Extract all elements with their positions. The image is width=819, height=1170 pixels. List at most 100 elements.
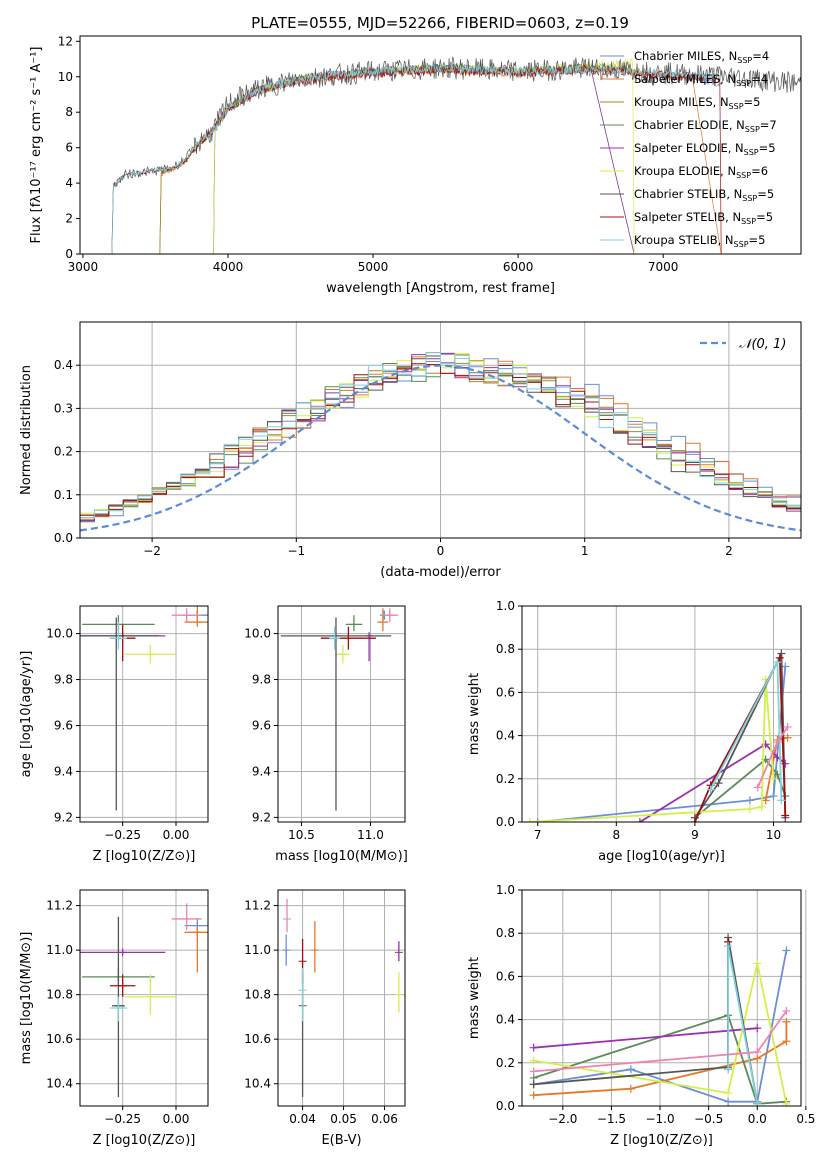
x-tick-label: 0.0 (748, 1112, 767, 1126)
data-point (706, 785, 715, 794)
plot-area (80, 352, 801, 532)
data-point (349, 620, 358, 629)
weight-vs-Z-panel: −2.0 −1.5 −1.0 −0.5 0.0 0.5 0.0 0.2 0.4 0.6 0.8 1.0… (467, 883, 815, 1148)
legend: 𝒩(0, 1) (700, 337, 786, 352)
data-point (753, 1024, 762, 1033)
y-tick-label: 10.0 (46, 627, 73, 641)
x-tick-label: −1 (287, 544, 305, 558)
data-point (781, 811, 790, 820)
plot-area (529, 933, 791, 1106)
data-point (378, 618, 387, 627)
y-tick-label: 11.0 (46, 943, 73, 957)
x-tick-label: −2.0 (548, 1112, 577, 1126)
data-point (753, 1099, 762, 1106)
legend-label: 𝒩(0, 1) (739, 337, 786, 352)
y-tick-label: 1.0 (496, 599, 515, 613)
x-tick-label: 0.5 (796, 1112, 815, 1126)
data-point (783, 722, 792, 731)
y-tick-label: 9.6 (54, 718, 73, 732)
legend-label: Kroupa STELIB, NSSP=5 (634, 233, 765, 249)
data-point (385, 611, 394, 620)
x-tick-label: −0.25 (104, 828, 141, 842)
data-point (782, 1037, 791, 1046)
y-tick-label: 2 (65, 212, 73, 226)
y-tick-label: 0.6 (496, 969, 515, 983)
weight-line (709, 658, 783, 801)
data-point (182, 611, 191, 620)
data-point (753, 959, 762, 968)
data-point (769, 792, 778, 801)
data-point (394, 948, 403, 957)
weight-line (529, 679, 775, 822)
x-tick-label: 10 (766, 828, 781, 842)
x-tick-label: 0.00 (163, 1112, 190, 1126)
data-point (283, 914, 292, 923)
data-point (745, 805, 754, 814)
data-point (775, 653, 784, 662)
data-point (118, 981, 127, 990)
plot-area (80, 903, 208, 1098)
legend-label: Salpeter STELIB, NSSP=5 (634, 210, 773, 226)
x-axis-label: mass [log10(M/M⊙)] (275, 849, 408, 864)
y-tick-label: 9.4 (252, 764, 271, 778)
x-axis-label: (data-model)/error (380, 565, 501, 580)
y-tick-label: 6 (65, 141, 73, 155)
spectrum-line (159, 62, 722, 254)
x-axis-label: Z [log10(Z/Z⊙)] (93, 1133, 196, 1148)
y-tick-label: 9.4 (54, 764, 73, 778)
weight-line (533, 1027, 758, 1049)
y-tick-label: 0.8 (496, 926, 515, 940)
legend-label: Salpeter ELODIE, NSSP=5 (634, 141, 776, 157)
axes-frame (521, 605, 802, 823)
data-point (626, 1084, 635, 1093)
x-tick-label: 7000 (648, 260, 679, 274)
x-tick-label: −1.5 (597, 1112, 626, 1126)
y-tick-label: 8 (65, 105, 73, 119)
spectrum-panel: 3000 4000 5000 6000 7000 0 2 4 6 8 10 12 Chabrier MI… (29, 34, 802, 296)
data-point (777, 796, 786, 805)
legend: Chabrier MILES, NSSP=4 Salpeter MILES, NS… (600, 49, 777, 249)
y-tick-label: 0.3 (54, 401, 73, 415)
spectrum-line (213, 63, 635, 254)
y-tick-label: 0.4 (54, 358, 73, 372)
y-tick-label: 10.8 (244, 988, 271, 1002)
x-axis-label: Z [log10(Z/Z⊙)] (93, 849, 196, 864)
data-point (338, 650, 347, 659)
x-tick-label: 7 (534, 828, 542, 842)
spectrum-line (213, 63, 635, 254)
y-axis-label: Flux [fλ10⁻¹⁷ erg cm⁻² s⁻¹ A⁻¹] (29, 47, 44, 244)
x-axis-label: wavelength [Angstrom, rest frame] (326, 281, 555, 296)
x-tick-label: 1 (581, 544, 589, 558)
legend-label: Chabrier MILES, NSSP=4 (634, 49, 769, 65)
x-tick-label: 11.0 (357, 828, 384, 842)
y-tick-label: 10 (58, 70, 73, 84)
x-tick-label: 5000 (358, 260, 389, 274)
data-point (757, 802, 766, 811)
data-point (118, 948, 127, 957)
spectrum-line (159, 65, 722, 254)
y-tick-label: 0.0 (54, 531, 73, 545)
data-point (529, 1067, 538, 1076)
data-point (298, 957, 307, 966)
gaussian-curve (80, 364, 801, 532)
y-tick-label: 10.4 (46, 1077, 73, 1091)
data-point (394, 990, 403, 999)
data-point (773, 738, 782, 747)
data-point (781, 662, 790, 671)
x-tick-label: 0.00 (163, 828, 190, 842)
x-tick-label: −1.0 (645, 1112, 674, 1126)
axes-frame (79, 321, 802, 539)
data-point (635, 818, 644, 822)
data-point (724, 1089, 733, 1098)
figure-title: PLATE=0555, MJD=52266, FIBERID=0603, z=0… (251, 14, 629, 32)
axes-frame (79, 35, 802, 255)
data-point (529, 1043, 538, 1052)
x-tick-label: 2 (725, 544, 733, 558)
x-tick-label: 9 (691, 828, 699, 842)
data-point (529, 1080, 538, 1089)
x-tick-label: 8 (612, 828, 620, 842)
legend-label: Salpeter MILES, NSSP=4 (634, 72, 768, 88)
data-point (769, 774, 778, 783)
y-tick-label: 0.2 (496, 772, 515, 786)
